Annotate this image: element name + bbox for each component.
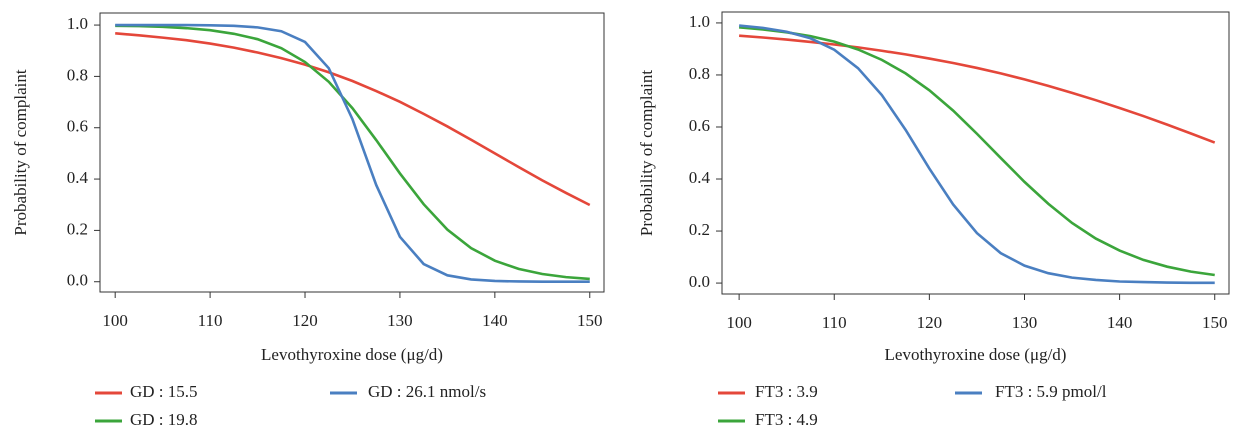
y-tick-label: 0.2	[689, 220, 710, 239]
x-tick-label: 120	[292, 311, 318, 330]
y-tick-label: 0.6	[67, 117, 88, 136]
legend-label: FT3 : 3.9	[755, 382, 818, 401]
y-tick-label: 1.0	[689, 12, 710, 31]
series-line	[739, 26, 1215, 277]
x-tick-label: 100	[102, 311, 128, 330]
y-tick-label: 0.2	[67, 219, 88, 238]
y-tick-label: 0.8	[689, 64, 710, 83]
plot-frame	[99, 12, 605, 293]
x-tick-label: 150	[577, 311, 603, 330]
legend-label: FT3 : 4.9	[755, 410, 818, 429]
y-tick-label: 1.0	[67, 14, 88, 33]
x-tick-label: 100	[726, 313, 752, 332]
x-tick-label: 110	[198, 311, 223, 330]
x-tick-label: 140	[482, 311, 508, 330]
x-axis-label: Levothyroxine dose (μg/d)	[885, 345, 1067, 364]
x-tick-label: 150	[1202, 313, 1228, 332]
x-tick-label: 140	[1107, 313, 1133, 332]
series-line	[738, 24, 1215, 285]
y-tick-label: 0.4	[689, 168, 711, 187]
legend-label: GD : 26.1 nmol/s	[368, 382, 486, 401]
x-axis-label: Levothyroxine dose (μg/d)	[261, 345, 443, 364]
y-tick-label: 0.6	[689, 116, 710, 135]
y-tick-label: 0.0	[689, 272, 710, 291]
legend-label: GD : 15.5	[130, 382, 198, 401]
y-axis-label: Probability of complaint	[637, 70, 656, 236]
y-axis-label: Probability of complaint	[11, 69, 30, 235]
x-tick-label: 130	[1012, 313, 1038, 332]
x-tick-label: 110	[822, 313, 847, 332]
plot-frame	[721, 11, 1230, 295]
y-tick-label: 0.4	[67, 168, 89, 187]
series-line	[115, 23, 590, 284]
legend-label: FT3 : 5.9 pmol/l	[995, 382, 1107, 401]
legend-label: GD : 19.8	[130, 410, 198, 429]
series-line	[739, 34, 1216, 144]
series-line	[115, 24, 590, 281]
x-tick-label: 130	[387, 311, 413, 330]
x-tick-label: 120	[917, 313, 943, 332]
y-tick-label: 0.8	[67, 65, 88, 84]
y-tick-label: 0.0	[67, 271, 88, 290]
series-line	[115, 31, 591, 207]
